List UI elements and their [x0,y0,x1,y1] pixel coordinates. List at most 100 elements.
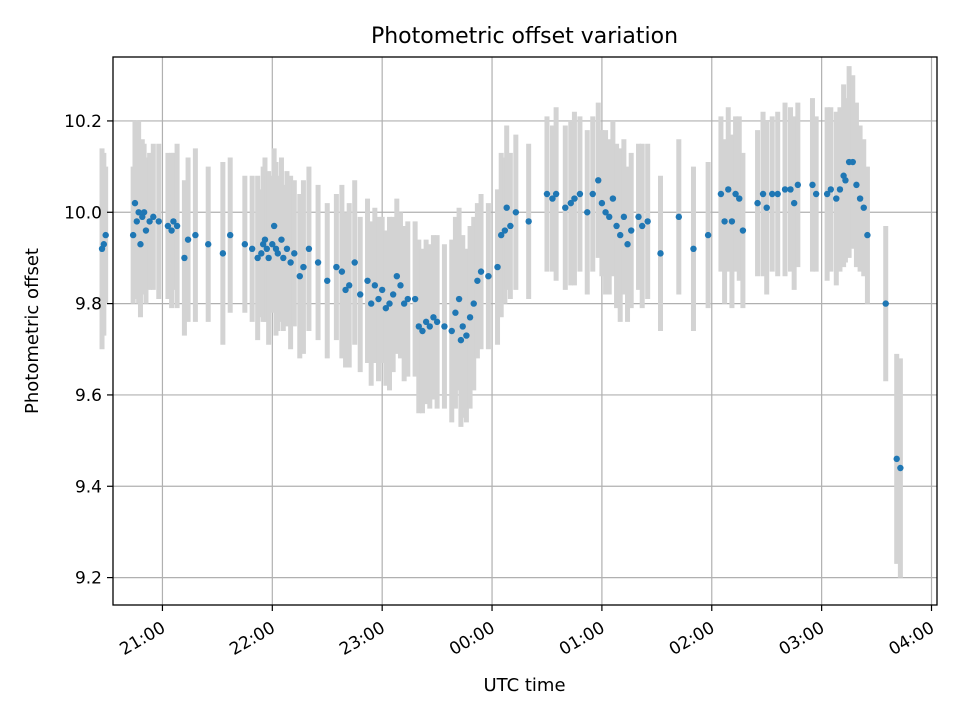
data-point [704,231,712,239]
data-point [613,222,620,230]
data-point [598,199,606,207]
data-point [739,227,747,234]
y-axis-label: Photometric offset [22,248,43,414]
data-point [219,250,227,257]
data-point [269,241,276,248]
data-point [441,323,448,330]
data-point [525,218,532,225]
data-point [338,268,346,275]
data-point [457,336,465,344]
data-point [378,286,386,294]
data-point [265,254,272,262]
data-point [393,273,401,280]
data-point [140,209,148,216]
data-point [675,213,683,221]
data-point [137,241,144,248]
data-point [823,190,831,198]
data-point [142,227,150,234]
data-point [606,213,613,221]
data-point [644,218,651,225]
data-point [787,186,794,193]
data-point [305,245,313,252]
data-point [589,190,596,198]
data-point [100,241,108,248]
data-point [635,213,642,221]
data-point [794,181,802,189]
data-point [620,213,628,221]
data-point [717,190,725,198]
data-point [503,204,510,211]
data-point [463,332,470,339]
data-point [754,199,761,207]
data-point [411,295,419,303]
data-point [129,231,137,239]
data-point [389,291,397,298]
data-point [790,199,798,207]
data-point [386,300,393,307]
data-point [543,190,551,198]
data-point [497,231,505,239]
data-point [856,195,864,202]
data-point [833,195,840,202]
data-point [291,250,298,257]
data-point [300,263,307,271]
data-point [314,259,322,266]
data-point [274,250,281,257]
data-point [452,309,459,316]
data-point [367,300,375,307]
data-point [192,231,199,239]
data-point [736,195,743,202]
data-point [263,245,271,252]
data-point [241,241,249,248]
plot-frame [112,56,938,606]
data-point [576,190,584,198]
data-point [150,213,157,221]
data-point [448,327,455,335]
chart-title: Photometric offset variation [371,24,678,49]
data-point [628,227,635,234]
data-point [602,209,609,216]
data-point [485,273,492,280]
data-point [584,209,591,216]
data-point [657,250,664,257]
data-point [164,222,172,230]
y-tick-label: 9.8 [75,295,102,315]
data-point [333,263,340,271]
data-point [375,295,382,303]
data-point [781,186,789,193]
data-point [567,199,574,207]
data-point [552,190,560,198]
data-point [763,204,770,211]
data-points [98,158,904,472]
data-point [893,455,900,463]
data-point [205,241,212,248]
data-point [415,323,422,330]
data-point [459,323,466,330]
data-point [433,318,441,326]
data-point [562,204,569,211]
data-point [296,273,303,280]
data-point [853,181,860,189]
data-point [131,199,139,207]
data-point [721,218,728,225]
data-point [102,231,109,239]
data-point [860,204,867,211]
data-point [812,190,820,198]
data-point [827,186,834,193]
y-axis-ticks: 9.2 9.4 9.6 9.8 10.0 10.2 [64,112,113,589]
data-point [609,195,617,202]
data-point [382,304,390,312]
data-point [882,300,889,307]
y-tick-label: 10.2 [64,112,102,132]
data-point [258,250,265,257]
data-point [261,236,269,243]
data-point [404,295,412,303]
data-point [283,245,291,252]
y-tick-label: 9.4 [75,477,102,497]
x-axis-label: UTC time [483,675,565,696]
data-point [624,241,631,248]
data-point [728,218,736,225]
data-point [181,254,188,262]
data-point [455,295,463,303]
